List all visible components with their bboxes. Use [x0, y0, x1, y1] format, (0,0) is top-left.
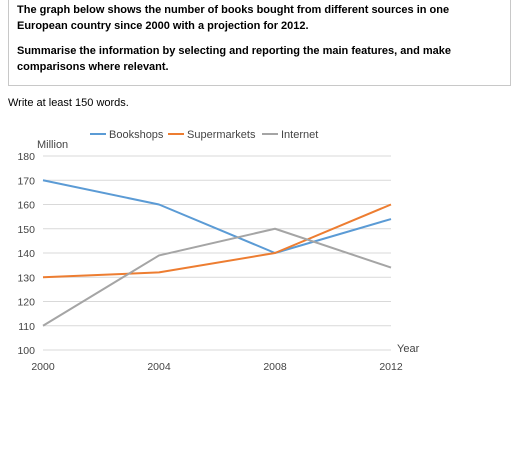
- x-tick-label: 2012: [379, 361, 403, 373]
- y-tick-label: 160: [17, 200, 35, 212]
- line-chart: 100 110 120 130 140 150 160 170 180 2000 2004 2008 2…: [17, 129, 420, 373]
- series-line-internet: [42, 227, 392, 327]
- legend-label-supermarkets: Supermarkets: [187, 129, 256, 141]
- y-axis-label: Million: [37, 139, 68, 151]
- y-tick-label: 100: [17, 345, 35, 357]
- task-instruction-summary: Summarise the information by selecting a…: [17, 45, 451, 73]
- y-tick-label: 150: [17, 224, 35, 236]
- task-description: The graph below shows the number of book…: [17, 4, 450, 32]
- x-tick-label: 2004: [147, 361, 171, 373]
- y-tick-label: 120: [17, 297, 35, 309]
- x-axis-label: Year: [397, 343, 420, 355]
- x-tick-label: 2000: [31, 361, 55, 373]
- y-tick-label: 140: [17, 248, 35, 260]
- x-tick-label: 2008: [263, 361, 287, 373]
- y-tick-label: 180: [17, 151, 35, 163]
- y-tick-label: 170: [17, 175, 35, 187]
- legend-label-internet: Internet: [281, 129, 318, 141]
- y-tick-label: 110: [18, 321, 35, 333]
- task-prompt-box: The graph below shows the number of book…: [8, 0, 511, 86]
- series-line-bookshops: [42, 179, 392, 254]
- series-line-supermarkets: [42, 203, 392, 279]
- y-tick-label: 130: [17, 272, 35, 284]
- word-count-instruction: Write at least 150 words.: [8, 97, 129, 109]
- legend-label-bookshops: Bookshops: [109, 129, 164, 141]
